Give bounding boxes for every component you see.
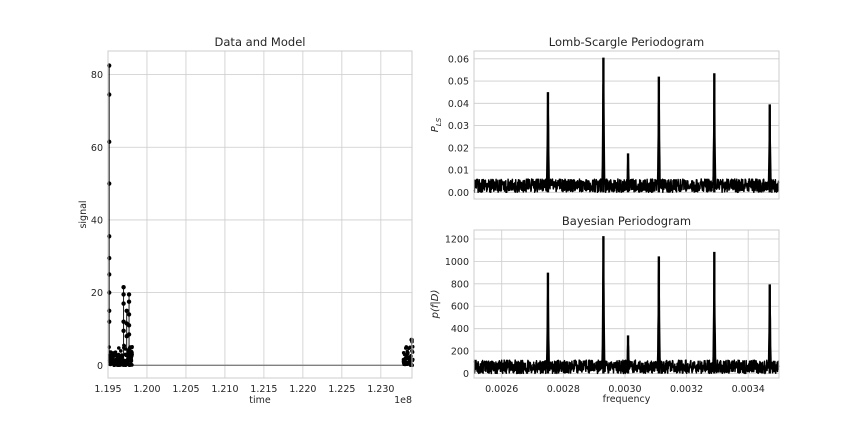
y-tick-label: 0 <box>97 361 103 372</box>
bayesian-panel: 0.0026 0.0028 0.0030 0.0032 0.0034 0 200 400 600… <box>430 214 780 405</box>
data-point <box>129 362 133 366</box>
data-point <box>126 292 132 297</box>
data-point <box>124 334 129 339</box>
x-axis-label: frequency <box>603 394 651 405</box>
data-point <box>114 357 119 361</box>
y-tick-label: 1000 <box>445 257 469 268</box>
chart-title: Lomb-Scargle Periodogram <box>549 35 705 49</box>
grid-lines <box>107 51 412 378</box>
y-tick-label: 0.03 <box>448 121 469 132</box>
y-axis-label: PLS <box>430 117 443 132</box>
y-tick-label: 0.04 <box>448 99 469 110</box>
x-tick-label: 1.220 <box>289 384 316 395</box>
y-tick-label: 1200 <box>445 234 469 245</box>
y-tick-label: 0.06 <box>448 54 469 65</box>
plot-area <box>474 51 779 199</box>
plot-frame <box>473 229 780 379</box>
data-point <box>404 355 409 360</box>
data-point <box>111 351 115 355</box>
x-offset-label: 1e8 <box>394 395 412 406</box>
data-point <box>126 312 132 317</box>
x-axis-label: time <box>249 395 271 406</box>
data-point <box>126 299 132 304</box>
data-model-panel: 1.195 1.200 1.205 1.210 1.215 1.220 1.225 1.230… <box>78 35 415 406</box>
plot-area <box>108 51 412 378</box>
tick-labels: 0.00 0.01 0.02 0.03 0.04 0.05 0.06 <box>448 54 469 199</box>
x-tick-label: 0.0032 <box>670 384 703 395</box>
plot-frame <box>473 50 780 200</box>
x-tick-label: 0.0028 <box>547 384 580 395</box>
x-tick-label: 1.210 <box>211 384 238 395</box>
tick-labels: 0.0026 0.0028 0.0030 0.0032 0.0034 0 200 400 600… <box>445 234 765 395</box>
data-point <box>124 353 128 358</box>
x-tick-label: 1.225 <box>328 384 355 395</box>
data-point <box>122 344 127 348</box>
data-point <box>119 349 123 353</box>
y-tick-label: 200 <box>451 347 469 358</box>
data-point <box>129 359 134 363</box>
data-point <box>401 351 406 355</box>
chart-title: Bayesian Periodogram <box>562 214 691 228</box>
data-point <box>121 292 126 297</box>
x-tick-label: 0.0026 <box>485 384 518 395</box>
data-point <box>407 357 412 361</box>
y-tick-label: 0.00 <box>448 188 469 199</box>
data-point <box>127 353 132 358</box>
x-tick-label: 1.215 <box>250 384 277 395</box>
data-point <box>401 359 406 364</box>
y-tick-label: 20 <box>91 288 103 299</box>
data-point <box>406 346 411 351</box>
data-point <box>124 321 129 326</box>
data-point <box>124 308 129 313</box>
y-tick-label: 0 <box>463 369 469 380</box>
y-tick-label: 40 <box>91 215 103 226</box>
data-point <box>111 354 115 358</box>
data-point <box>130 350 134 355</box>
data-point <box>112 359 116 364</box>
tick-labels: 1.195 1.200 1.205 1.210 1.215 1.220 1.225 1.230… <box>91 70 395 395</box>
y-tick-label: 0.02 <box>448 143 469 154</box>
data-point <box>117 346 121 350</box>
lomb-scargle-panel: 0.00 0.01 0.02 0.03 0.04 0.05 0.06 Lomb-Scargl… <box>430 35 780 200</box>
x-tick-label: 0.0030 <box>608 384 641 395</box>
x-tick-label: 1.230 <box>367 384 394 395</box>
data-point <box>123 347 128 351</box>
grid-lines <box>474 58 779 193</box>
data-point <box>121 328 126 333</box>
y-tick-label: 400 <box>451 324 469 335</box>
periodogram-line <box>473 57 780 194</box>
y-tick-label: 600 <box>451 302 469 313</box>
chart-title: Data and Model <box>215 35 306 49</box>
y-tick-label: 80 <box>91 70 103 81</box>
x-tick-label: 0.0034 <box>732 384 765 395</box>
y-axis-label: signal <box>78 200 89 228</box>
data-point <box>404 361 409 366</box>
x-tick-label: 1.200 <box>133 384 160 395</box>
data-point <box>118 362 123 367</box>
y-tick-label: 0.05 <box>448 77 469 88</box>
periodogram-curve <box>473 68 780 194</box>
data-point <box>119 357 123 362</box>
periodogram-curve <box>473 248 780 375</box>
periodogram-line <box>473 236 780 375</box>
x-tick-label: 1.195 <box>94 384 121 395</box>
data-point <box>121 301 126 306</box>
y-tick-label: 60 <box>91 143 103 154</box>
grid-lines <box>474 230 779 378</box>
y-tick-label: 0.01 <box>448 166 469 177</box>
plot-frame <box>107 50 413 379</box>
plot-area <box>474 230 779 378</box>
data-point <box>405 349 410 354</box>
x-tick-label: 1.205 <box>172 384 199 395</box>
data-point <box>404 346 408 350</box>
y-axis-label: p(f|D) <box>430 290 441 320</box>
y-tick-label: 800 <box>451 279 469 290</box>
data-point <box>121 284 126 290</box>
data-point <box>130 345 134 350</box>
y-axis-label-subscript: LS <box>435 117 443 126</box>
